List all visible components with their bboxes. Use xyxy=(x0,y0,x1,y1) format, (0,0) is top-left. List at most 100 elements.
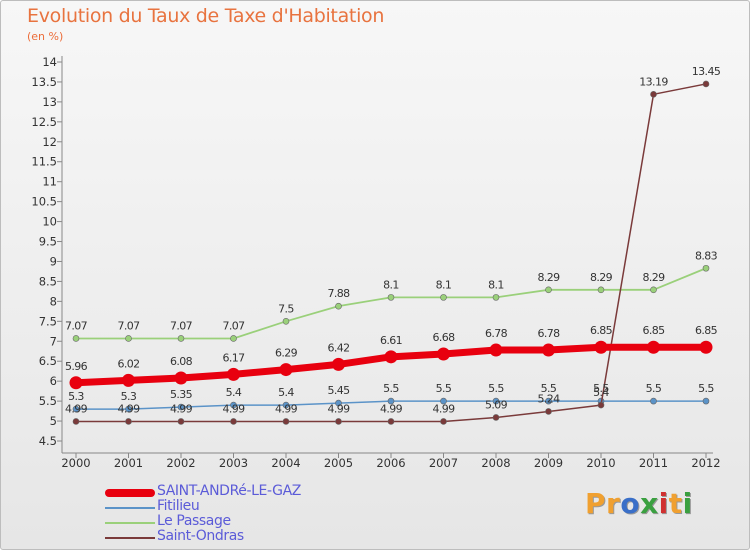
data-point xyxy=(387,294,395,301)
y-tick-label: 10 xyxy=(42,215,57,229)
data-point xyxy=(177,418,185,425)
data-point xyxy=(387,397,395,405)
x-tick-label: 2002 xyxy=(166,456,195,470)
legend-label: Le Passage xyxy=(157,513,231,529)
data-label: 8.1 xyxy=(488,278,504,291)
data-point xyxy=(594,340,608,354)
x-tick-label: 2006 xyxy=(376,456,405,470)
legend-label: Saint-Ondras xyxy=(157,528,244,544)
data-label: 7.5 xyxy=(278,302,294,315)
y-tick-label: 5.5 xyxy=(39,394,57,408)
data-label: 5.5 xyxy=(488,382,504,395)
data-label: 7.07 xyxy=(117,319,140,332)
data-point xyxy=(125,418,132,425)
x-tick-label: 2012 xyxy=(691,456,720,470)
x-tick-label: 2004 xyxy=(271,456,300,470)
data-label: 6.85 xyxy=(695,324,718,337)
data-point xyxy=(125,405,132,413)
data-point xyxy=(122,373,135,387)
data-label: 8.1 xyxy=(436,278,452,291)
legend-swatch xyxy=(105,507,155,509)
data-point xyxy=(332,357,345,371)
y-tick-label: 13.5 xyxy=(31,75,57,89)
data-point xyxy=(699,340,713,354)
data-point xyxy=(545,408,552,415)
data-label: 13.19 xyxy=(639,75,668,88)
data-point xyxy=(72,335,80,342)
data-label: 6.78 xyxy=(537,327,560,340)
data-point xyxy=(282,401,290,409)
data-point xyxy=(282,318,290,325)
y-tick-label: 13 xyxy=(42,95,57,109)
data-point xyxy=(335,399,342,407)
data-label: 8.1 xyxy=(383,278,399,291)
y-tick-label: 9 xyxy=(50,254,57,268)
data-label: 5.09 xyxy=(485,398,508,411)
data-label: 5.4 xyxy=(226,386,242,399)
data-point xyxy=(440,397,447,405)
data-label: 4.99 xyxy=(65,402,88,415)
proxiti-logo: Proxiti xyxy=(585,487,693,520)
data-point xyxy=(440,418,447,425)
data-label: 4.99 xyxy=(117,402,140,415)
data-point xyxy=(384,350,398,364)
data-label: 6.29 xyxy=(275,347,298,360)
x-tick-label: 2000 xyxy=(61,456,90,470)
data-label: 6.61 xyxy=(380,334,402,347)
data-label: 6.78 xyxy=(485,327,508,340)
data-point xyxy=(335,302,342,310)
data-label: 8.29 xyxy=(537,271,560,284)
data-point xyxy=(437,347,450,361)
data-point xyxy=(387,418,395,425)
y-tick-label: 10.5 xyxy=(31,195,57,209)
y-tick-label: 11.5 xyxy=(31,155,57,169)
data-point xyxy=(597,286,605,294)
data-label: 7.07 xyxy=(65,319,88,332)
x-tick-label: 2010 xyxy=(586,456,615,470)
y-tick-label: 6.5 xyxy=(39,354,57,368)
data-point xyxy=(230,418,237,425)
x-tick-label: 2001 xyxy=(114,456,143,470)
data-point xyxy=(230,335,237,342)
data-label: 4.99 xyxy=(380,402,403,415)
x-tick-label: 2007 xyxy=(429,456,458,470)
logo-letter: i xyxy=(682,487,693,520)
y-tick-label: 11 xyxy=(42,175,57,189)
data-point xyxy=(650,286,657,294)
legend-swatch xyxy=(105,522,155,524)
data-label: 4.99 xyxy=(170,402,193,415)
logo-letter: r xyxy=(606,487,621,520)
data-label: 6.17 xyxy=(222,351,245,364)
data-point xyxy=(174,371,188,385)
chart-title: Evolution du Taux de Taxe d'Habitation xyxy=(27,5,385,27)
data-label: 8.29 xyxy=(642,271,665,284)
data-label: 4.99 xyxy=(275,402,298,415)
series-line xyxy=(76,83,707,423)
data-label: 5.5 xyxy=(593,382,609,395)
data-label: 5.5 xyxy=(436,382,452,395)
data-label: 6.68 xyxy=(432,331,455,344)
data-point xyxy=(177,335,185,342)
x-tick-label: 2009 xyxy=(534,456,563,470)
y-tick-label: 9.5 xyxy=(39,235,57,249)
y-tick-label: 7 xyxy=(50,334,57,348)
data-point xyxy=(650,91,657,98)
data-point xyxy=(72,405,80,413)
data-label: 4.99 xyxy=(327,402,350,415)
data-label: 5.3 xyxy=(68,390,84,403)
data-point xyxy=(545,397,552,405)
data-point xyxy=(650,397,657,405)
data-point xyxy=(69,376,83,390)
logo-letter: t xyxy=(668,487,683,520)
data-point xyxy=(542,343,555,357)
y-tick-label: 12.5 xyxy=(31,115,57,129)
data-point xyxy=(282,418,290,425)
y-tick-label: 4.5 xyxy=(39,434,57,448)
data-point xyxy=(125,335,132,342)
data-point xyxy=(72,418,80,425)
data-label: 5.5 xyxy=(541,382,557,395)
data-label: 6.08 xyxy=(170,355,193,368)
data-point xyxy=(702,80,710,88)
y-tick-label: 5 xyxy=(50,414,57,428)
